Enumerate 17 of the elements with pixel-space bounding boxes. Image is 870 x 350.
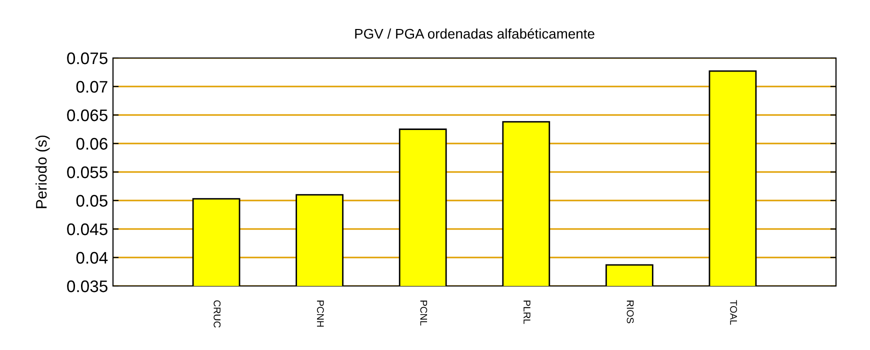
x-tick-label: TOAL [730, 300, 737, 325]
x-tick-label: RIOS [626, 300, 634, 324]
y-tick-label: 0.055 [67, 166, 108, 178]
y-tick-label: 0.045 [67, 223, 108, 236]
y-tick-label: 0.07 [76, 80, 108, 93]
y-tick-label: 0.035 [67, 280, 108, 292]
x-tick-label: CRUC [214, 300, 221, 328]
y-tick-label: 0.04 [76, 252, 108, 264]
y-tick-label: 0.075 [67, 52, 108, 64]
y-axis-title: Periodo (s) [36, 136, 50, 208]
y-tick-label: 0.065 [67, 109, 108, 122]
chart-title: PGV / PGA ordenadas alfabéticamente [355, 28, 594, 39]
y-tick-label: 0.05 [76, 194, 108, 207]
y-tick-label: 0.06 [76, 138, 108, 150]
x-tick-label: PCNH [316, 300, 324, 327]
x-tick-label: PLRL [524, 300, 530, 324]
x-tick-label: PCNL [420, 300, 428, 326]
